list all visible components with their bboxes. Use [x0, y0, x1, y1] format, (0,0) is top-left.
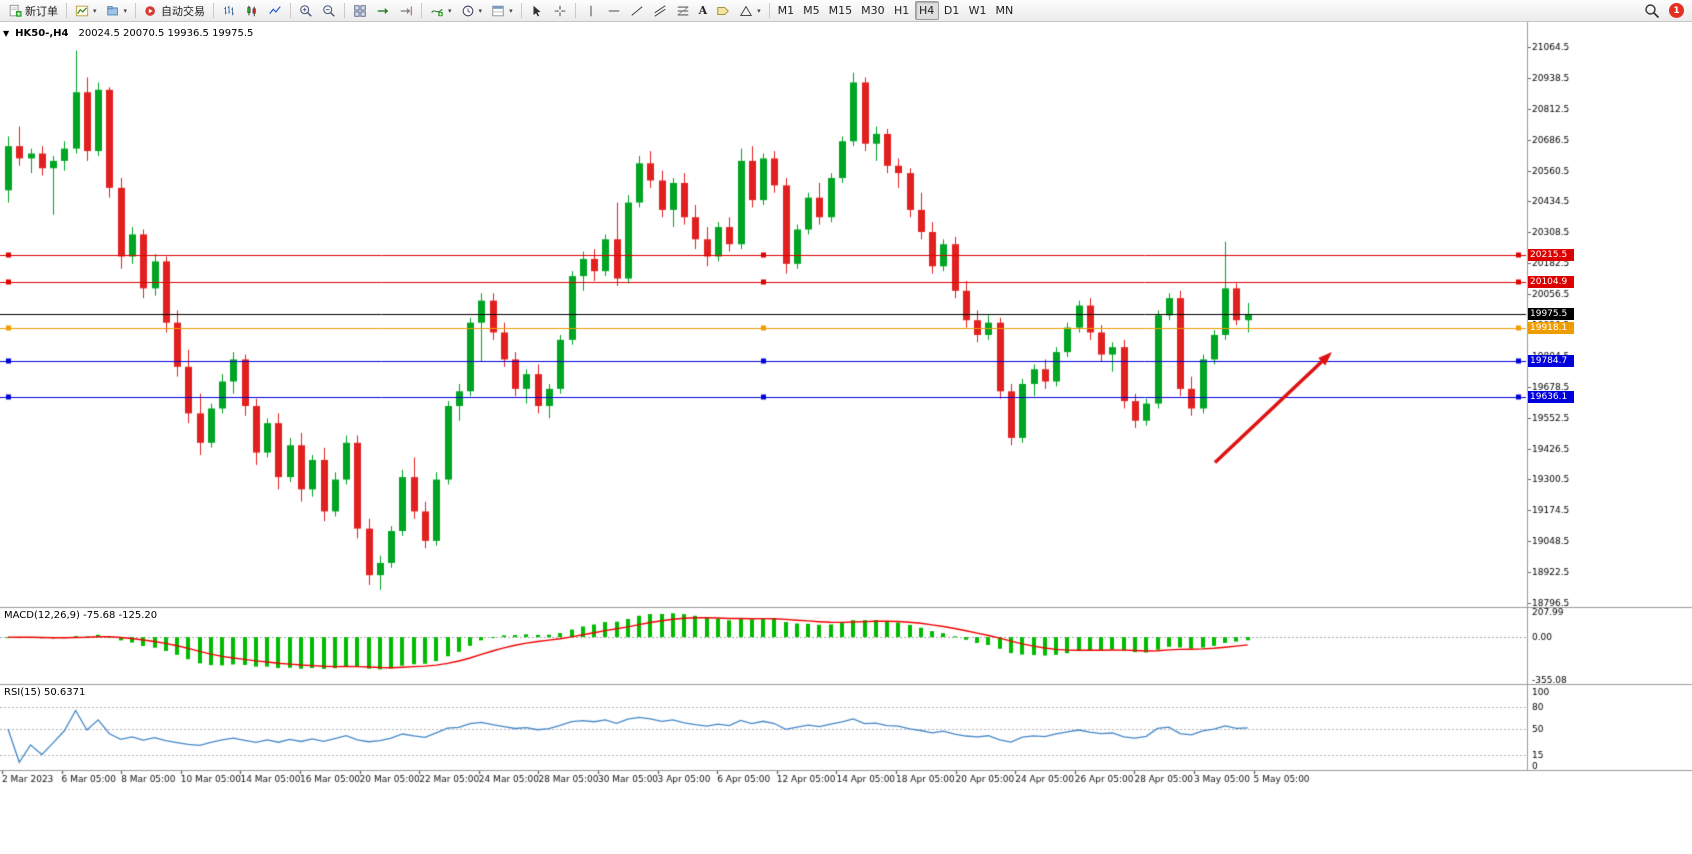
- profiles-button[interactable]: ▾: [102, 1, 132, 20]
- timeframe-h4-button[interactable]: H4: [914, 1, 939, 20]
- tile-windows-icon: [354, 4, 366, 17]
- bars-chart-icon: [224, 5, 234, 15]
- horizontal-line-icon: [608, 10, 619, 11]
- timeframe-m15-button[interactable]: M15: [825, 1, 857, 20]
- chart-window: ▼ HK50-,H4 20024.5 20070.5 19936.5 19975…: [0, 22, 1692, 854]
- periods-button[interactable]: ▾: [457, 1, 487, 20]
- new-order-button[interactable]: 新订单: [4, 1, 62, 20]
- line-chart-icon: [269, 5, 281, 14]
- zoom-out-button[interactable]: [318, 1, 340, 20]
- crosshair-icon: [554, 5, 565, 16]
- line-chart-button[interactable]: [264, 1, 286, 20]
- candlestick-chart-button[interactable]: [241, 1, 263, 20]
- label-icon: [717, 6, 729, 15]
- symbol-label: HK50-,H4: [15, 28, 69, 39]
- toolbar-separator: [574, 3, 576, 18]
- timeframe-m30-button[interactable]: M30: [857, 1, 889, 20]
- new-order-icon: [9, 4, 22, 17]
- new-chart-icon: [75, 5, 89, 16]
- dropdown-arrow-icon: ▾: [509, 6, 513, 15]
- shapes-icon: [740, 5, 753, 16]
- channel-button[interactable]: [649, 1, 671, 20]
- price-badge: 19784.7: [1528, 355, 1574, 367]
- templates-button[interactable]: ▾: [487, 1, 517, 20]
- price-badge: 19918.1: [1528, 322, 1574, 334]
- templates-icon: [492, 5, 504, 16]
- cursor-icon: [533, 5, 541, 16]
- vertical-line-icon: [590, 5, 592, 16]
- macd-indicator-label: MACD(12,26,9) -75.68 -125.20: [4, 610, 158, 621]
- auto-trade-label: 自动交易: [161, 4, 206, 18]
- zoom-in-button[interactable]: [295, 1, 317, 20]
- channel-icon: [654, 4, 666, 17]
- dropdown-arrow-icon: ▾: [757, 6, 761, 15]
- label-button[interactable]: [712, 1, 734, 20]
- search-icon: [1645, 3, 1660, 18]
- indicators-icon: [431, 8, 443, 16]
- price-badge: 19636.1: [1528, 391, 1574, 403]
- timeframe-w1-button[interactable]: W1: [965, 1, 991, 20]
- price-badge: 20215.5: [1528, 249, 1574, 261]
- zoom-in-icon: [300, 4, 312, 17]
- search-button[interactable]: [1640, 1, 1664, 20]
- indicators-button[interactable]: ▾: [426, 1, 456, 20]
- bars-chart-button[interactable]: [218, 1, 240, 20]
- timeframe-h1-button[interactable]: H1: [890, 1, 914, 20]
- zoom-out-icon: [323, 4, 335, 17]
- text-button[interactable]: A: [695, 1, 712, 20]
- profiles-icon: [106, 5, 118, 15]
- price-chart-canvas[interactable]: [0, 22, 1692, 854]
- toolbar-separator: [421, 3, 423, 18]
- chart-header: ▼ HK50-,H4 20024.5 20070.5 19936.5 19975…: [3, 28, 253, 39]
- notification-badge[interactable]: 1: [1669, 3, 1684, 18]
- new-order-label: 新订单: [25, 4, 58, 18]
- dropdown-arrow-icon: ▾: [478, 6, 483, 15]
- auto-trade-icon: [145, 5, 155, 16]
- trendline-button[interactable]: [626, 1, 648, 20]
- chart-shift-icon: [400, 6, 412, 15]
- dropdown-arrow-icon: ▾: [93, 6, 97, 15]
- toolbar: 新订单 ▾ ▾ 自动交易 ▾ ▾: [0, 0, 1692, 22]
- chart-shift-button[interactable]: [395, 1, 417, 20]
- shapes-button[interactable]: ▾: [735, 1, 765, 20]
- toolbar-separator: [520, 3, 522, 18]
- toolbar-separator: [213, 3, 215, 18]
- one-click-trading-toggle[interactable]: ▼: [3, 29, 10, 38]
- toolbar-separator: [768, 3, 770, 18]
- horizontal-line-button[interactable]: [603, 1, 625, 20]
- price-badge: 19975.5: [1528, 308, 1574, 320]
- clock-icon: [462, 5, 473, 16]
- dropdown-arrow-icon: ▾: [123, 6, 128, 15]
- fibonacci-button[interactable]: [672, 1, 694, 20]
- dropdown-arrow-icon: ▾: [448, 6, 452, 15]
- toolbar-separator: [344, 3, 346, 18]
- crosshair-button[interactable]: [549, 1, 571, 20]
- fibonacci-icon: [677, 6, 689, 15]
- candlestick-chart-icon: [247, 5, 256, 16]
- rsi-indicator-label: RSI(15) 50.6371: [4, 687, 86, 698]
- toolbar-separator: [135, 3, 137, 18]
- cursor-button[interactable]: [526, 1, 548, 20]
- timeframe-d1-button[interactable]: D1: [940, 1, 964, 20]
- timeframe-m5-button[interactable]: M5: [799, 1, 824, 20]
- auto-scroll-icon: [377, 7, 389, 14]
- tile-windows-button[interactable]: [349, 1, 371, 20]
- trendline-icon: [631, 5, 643, 16]
- price-badge: 20104.9: [1528, 276, 1574, 288]
- new-chart-button[interactable]: ▾: [71, 1, 101, 20]
- ohlc-label: 20024.5 20070.5 19936.5 19975.5: [78, 28, 254, 39]
- auto-trade-button[interactable]: 自动交易: [140, 1, 209, 20]
- toolbar-separator: [66, 3, 67, 18]
- auto-scroll-button[interactable]: [372, 1, 394, 20]
- timeframe-m1-button[interactable]: M1: [774, 1, 799, 20]
- timeframe-mn-button[interactable]: MN: [992, 1, 1018, 20]
- text-tool-icon: A: [698, 4, 708, 17]
- vertical-line-button[interactable]: [580, 1, 602, 20]
- toolbar-separator: [290, 3, 292, 18]
